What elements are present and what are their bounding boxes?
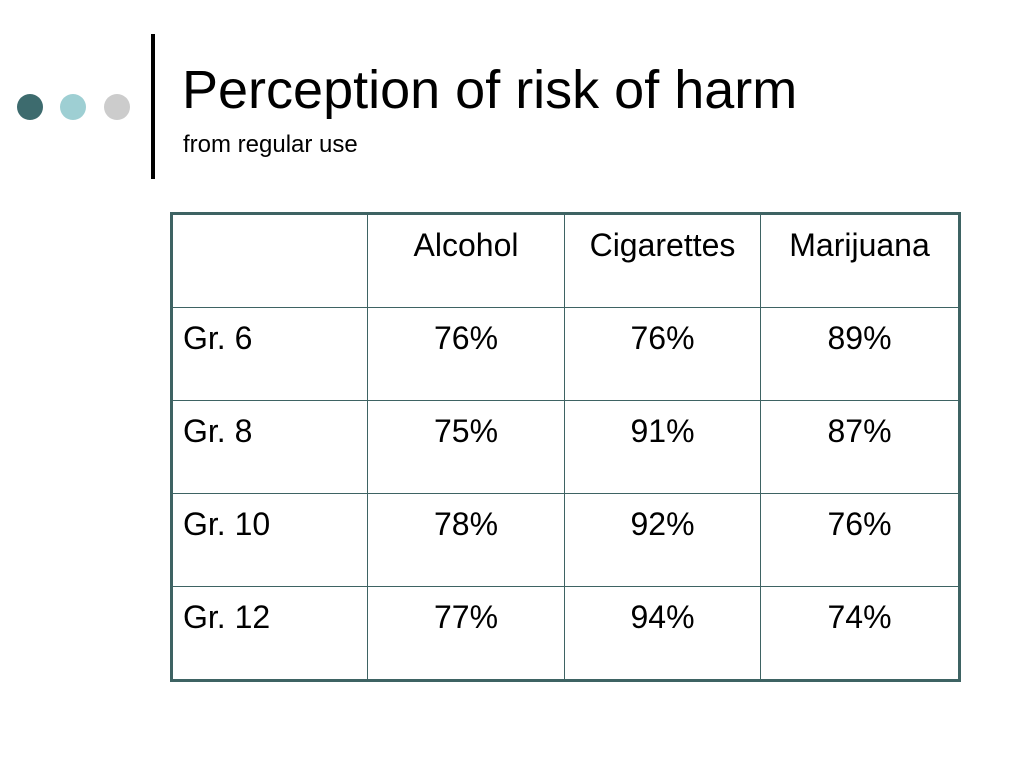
risk-perception-table: Alcohol Cigarettes Marijuana Gr. 6 76% 7… <box>170 212 961 682</box>
table-cell: 77% <box>367 586 565 681</box>
table-cell: 91% <box>564 400 761 494</box>
table-row: Gr. 8 75% 91% 87% <box>171 400 960 494</box>
row-header-cell: Gr. 10 <box>171 493 368 587</box>
table-cell: 75% <box>367 400 565 494</box>
table-cell: 76% <box>760 493 960 587</box>
row-header-cell: Gr. 12 <box>171 586 368 681</box>
slide-title: Perception of risk of harm <box>182 60 798 120</box>
table-cell: 74% <box>760 586 960 681</box>
table-cell: 94% <box>564 586 761 681</box>
table-row: Gr. 12 77% 94% 74% <box>171 586 960 681</box>
title-divider-rule <box>151 34 155 179</box>
column-header-marijuana: Marijuana <box>760 213 960 308</box>
row-header-cell: Gr. 8 <box>171 400 368 494</box>
table-header-row: Alcohol Cigarettes Marijuana <box>171 213 960 308</box>
table-cell: 76% <box>367 307 565 401</box>
decorative-dot-grey <box>104 94 130 120</box>
column-header-cigarettes: Cigarettes <box>564 213 761 308</box>
table-cell: 76% <box>564 307 761 401</box>
decorative-dot-dark <box>17 94 43 120</box>
column-header-alcohol: Alcohol <box>367 213 565 308</box>
table-cell: 89% <box>760 307 960 401</box>
table-corner-cell <box>171 213 368 308</box>
table-cell: 87% <box>760 400 960 494</box>
table-cell: 92% <box>564 493 761 587</box>
table-row: Gr. 10 78% 92% 76% <box>171 493 960 587</box>
row-header-cell: Gr. 6 <box>171 307 368 401</box>
slide-subtitle: from regular use <box>183 131 358 158</box>
table-row: Gr. 6 76% 76% 89% <box>171 307 960 401</box>
decorative-dot-light <box>60 94 86 120</box>
table-cell: 78% <box>367 493 565 587</box>
